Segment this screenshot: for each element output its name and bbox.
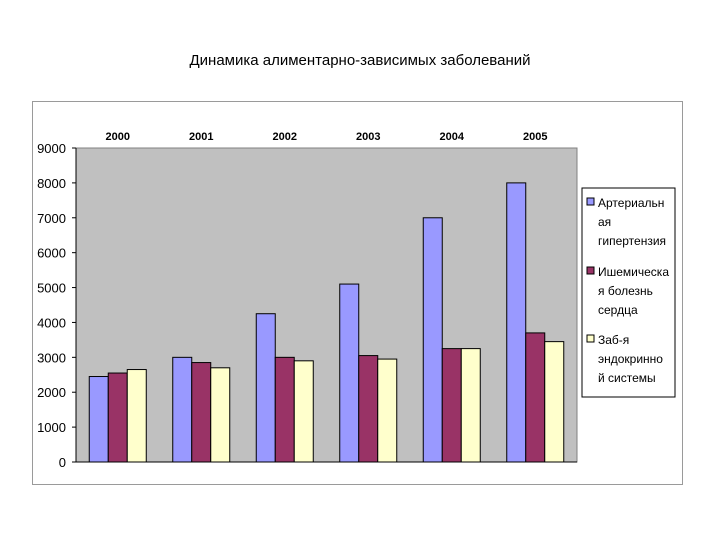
legend-label: Артериальн <box>598 196 664 210</box>
bar <box>210 367 231 463</box>
y-tick-label: 9000 <box>37 141 66 156</box>
legend-label: эндокринно <box>598 352 663 366</box>
x-category-label: 2004 <box>440 131 465 143</box>
x-category-label: 2003 <box>356 131 380 143</box>
plot-area <box>75 147 578 463</box>
y-tick-label: 7000 <box>37 211 66 226</box>
bar <box>191 362 212 463</box>
legend-label: ая <box>598 215 611 229</box>
bar <box>274 356 295 463</box>
bar <box>88 376 109 463</box>
legend-label: гипертензия <box>598 234 666 248</box>
bar <box>339 283 360 463</box>
y-tick-label: 0 <box>59 455 66 470</box>
bar <box>126 369 147 463</box>
bar <box>544 341 565 463</box>
bar <box>107 372 128 463</box>
y-tick-label: 6000 <box>37 246 66 261</box>
y-tick-label: 8000 <box>37 176 66 191</box>
legend-label: Заб-я <box>598 333 629 347</box>
x-category-label: 2005 <box>523 131 547 143</box>
x-category-label: 2002 <box>273 131 297 143</box>
legend-swatch <box>586 266 595 275</box>
legend-swatch <box>586 197 595 206</box>
bar <box>172 356 193 463</box>
bar <box>358 355 379 463</box>
page-title: Динамика алиментарно-зависимых заболеван… <box>189 52 531 69</box>
y-tick-label: 1000 <box>37 420 66 435</box>
bar <box>460 348 481 463</box>
bar <box>377 358 398 463</box>
y-tick-label: 3000 <box>37 350 66 365</box>
bar <box>255 313 276 463</box>
bar <box>525 332 546 463</box>
x-category-label: 2001 <box>189 131 213 143</box>
x-category-label: 2000 <box>106 131 130 143</box>
legend-label: я болезнь <box>598 284 653 298</box>
bar <box>506 182 527 463</box>
bar <box>422 217 443 463</box>
bar <box>441 348 462 463</box>
y-tick-label: 5000 <box>37 281 66 296</box>
legend <box>581 187 676 398</box>
legend-label: Ишемическа <box>598 265 669 279</box>
legend-label: сердца <box>598 303 638 317</box>
bar <box>293 360 314 463</box>
legend-swatch <box>586 334 595 343</box>
y-tick-label: 2000 <box>37 385 66 400</box>
legend-label: й системы <box>598 371 656 385</box>
y-tick-label: 4000 <box>37 315 66 330</box>
